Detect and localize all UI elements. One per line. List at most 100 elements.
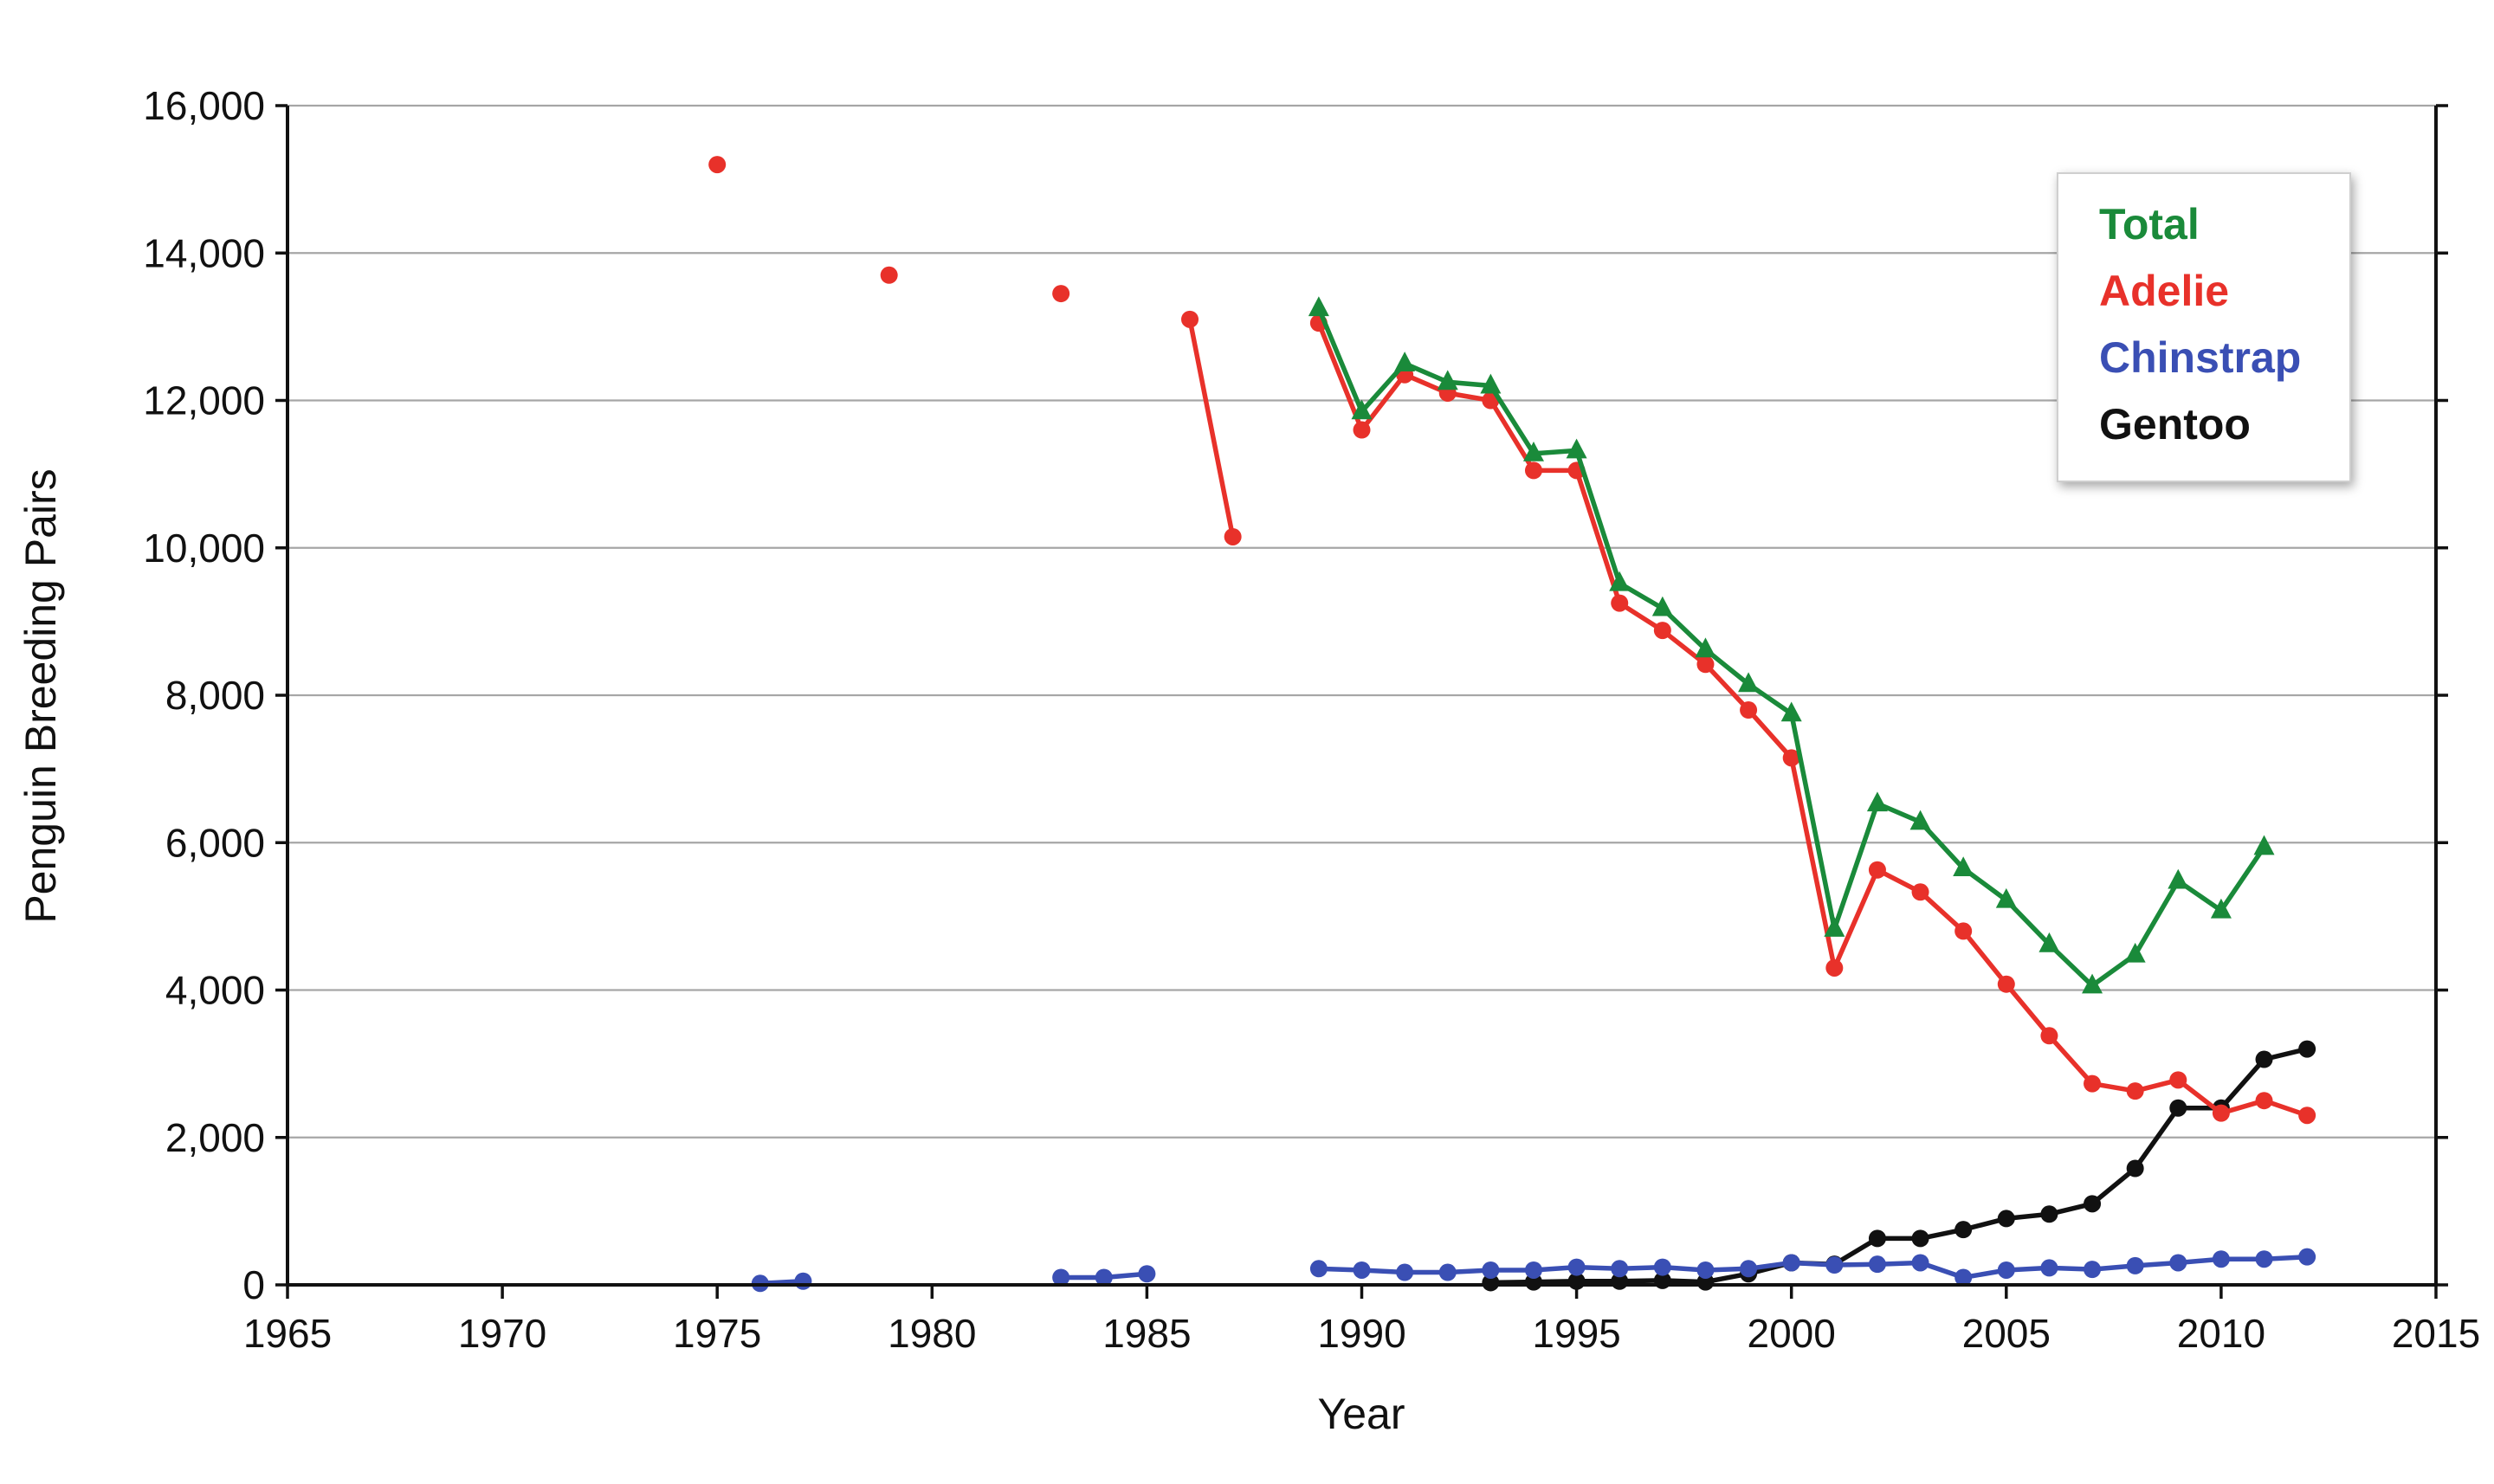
x-tick-label: 1975 bbox=[673, 1311, 761, 1356]
legend-entry-total: Total bbox=[2099, 200, 2200, 248]
y-tick-label: 10,000 bbox=[143, 526, 265, 571]
total-point bbox=[2168, 868, 2189, 889]
x-tick-label: 2015 bbox=[2392, 1311, 2480, 1356]
y-tick-label: 4,000 bbox=[165, 968, 265, 1013]
adelie-point bbox=[2169, 1071, 2187, 1089]
chinstrap-point bbox=[1611, 1260, 1629, 1278]
tick-labels: 0 2,000 4,000 6,000 8,000 10,000 12,000 14,000 1… bbox=[143, 83, 2480, 1356]
total-point bbox=[2253, 835, 2275, 855]
axes bbox=[275, 104, 2448, 1299]
gentoo-point bbox=[2084, 1195, 2102, 1213]
chinstrap-point bbox=[1396, 1263, 1414, 1281]
chinstrap-point bbox=[1825, 1256, 1844, 1274]
chinstrap-point bbox=[1782, 1254, 1800, 1272]
chinstrap-point bbox=[1438, 1263, 1457, 1281]
total-point bbox=[2082, 973, 2103, 994]
adelie-point bbox=[708, 156, 727, 174]
chinstrap-point bbox=[1567, 1258, 1586, 1276]
total-point bbox=[1394, 352, 1416, 371]
series-total bbox=[1308, 296, 2275, 994]
series-adelie bbox=[708, 156, 2316, 1125]
total-point bbox=[1522, 441, 1544, 461]
chinstrap-point bbox=[2040, 1259, 2058, 1277]
total-point bbox=[1995, 887, 2017, 908]
gentoo-point bbox=[2255, 1050, 2273, 1068]
y-tick-label: 16,000 bbox=[143, 83, 265, 128]
legend: Total Adelie Chinstrap Gentoo bbox=[2057, 172, 2351, 482]
x-tick-label: 2000 bbox=[1748, 1311, 1836, 1356]
x-tick-label: 1970 bbox=[458, 1311, 546, 1356]
chinstrap-point bbox=[2255, 1250, 2273, 1268]
x-tick-label: 2005 bbox=[1962, 1311, 2051, 1356]
legend-box bbox=[2057, 172, 2351, 482]
gentoo-point bbox=[2126, 1159, 2144, 1178]
chinstrap-point bbox=[1095, 1268, 1113, 1287]
chinstrap-point bbox=[1309, 1260, 1328, 1278]
x-tick-label: 2010 bbox=[2177, 1311, 2265, 1356]
y-tick-label: 8,000 bbox=[165, 673, 265, 718]
total-point bbox=[1437, 370, 1458, 390]
x-tick-label: 1985 bbox=[1102, 1311, 1191, 1356]
chinstrap-point bbox=[1911, 1254, 1929, 1272]
legend-items: Total Adelie Chinstrap Gentoo bbox=[2099, 200, 2301, 448]
series-chinstrap bbox=[751, 1248, 2316, 1293]
gentoo-point bbox=[1954, 1221, 1973, 1239]
gentoo-point bbox=[1868, 1229, 1886, 1248]
x-tick-label: 1980 bbox=[888, 1311, 976, 1356]
chinstrap-line bbox=[1316, 1254, 2310, 1281]
total-point bbox=[2210, 898, 2232, 919]
adelie-point bbox=[880, 266, 898, 284]
x-axis-title: Year bbox=[1317, 1390, 1405, 1438]
y-tick-label: 14,000 bbox=[143, 230, 265, 275]
gentoo-point bbox=[1997, 1210, 2015, 1228]
chinstrap-point bbox=[1524, 1261, 1542, 1279]
adelie-point bbox=[1696, 655, 1715, 674]
adelie-point bbox=[2212, 1104, 2230, 1122]
chinstrap-point bbox=[1482, 1261, 1500, 1279]
gentoo-point bbox=[2169, 1099, 2187, 1117]
chinstrap-point bbox=[1740, 1260, 1758, 1278]
total-point bbox=[1609, 571, 1631, 591]
adelie-point bbox=[1224, 527, 1242, 545]
total-point bbox=[1780, 701, 1802, 722]
legend-entry-gentoo: Gentoo bbox=[2099, 400, 2251, 448]
adelie-point bbox=[1353, 421, 1371, 439]
chinstrap-point bbox=[794, 1272, 812, 1290]
chinstrap-point bbox=[1954, 1268, 1973, 1287]
adelie-point bbox=[2040, 1027, 2058, 1045]
total-point bbox=[1738, 672, 1760, 693]
total-point bbox=[1824, 917, 1845, 937]
total-point bbox=[1866, 791, 1888, 812]
series-gentoo bbox=[1482, 1040, 2316, 1292]
total-point bbox=[1566, 438, 1587, 459]
total-point bbox=[1480, 373, 1502, 394]
total-point bbox=[1308, 296, 1329, 317]
chinstrap-point bbox=[1353, 1261, 1371, 1279]
adelie-point bbox=[2084, 1074, 2102, 1093]
total-point bbox=[1695, 637, 1716, 658]
chinstrap-point bbox=[2212, 1250, 2230, 1268]
adelie-point bbox=[1524, 461, 1542, 480]
chinstrap-point bbox=[1138, 1265, 1156, 1283]
total-point bbox=[2038, 932, 2060, 952]
legend-entry-adelie: Adelie bbox=[2099, 267, 2229, 315]
x-tick-label: 1990 bbox=[1317, 1311, 1405, 1356]
legend-entry-chinstrap: Chinstrap bbox=[2099, 333, 2301, 382]
adelie-point bbox=[1611, 594, 1629, 612]
chinstrap-point bbox=[2298, 1248, 2316, 1266]
chinstrap-point bbox=[2126, 1256, 2144, 1274]
gentoo-point bbox=[2298, 1040, 2316, 1058]
total-point bbox=[1351, 399, 1373, 420]
adelie-point bbox=[1868, 861, 1886, 879]
plot-series bbox=[708, 156, 2316, 1293]
gentoo-point bbox=[1482, 1274, 1500, 1292]
gentoo-point bbox=[2040, 1205, 2058, 1223]
x-tick-label: 1995 bbox=[1532, 1311, 1620, 1356]
adelie-point bbox=[1782, 749, 1800, 767]
chinstrap-point bbox=[2169, 1254, 2187, 1272]
chinstrap-point bbox=[1653, 1258, 1671, 1276]
adelie-point bbox=[1825, 958, 1844, 977]
total-point bbox=[1909, 810, 1931, 830]
adelie-point bbox=[2298, 1107, 2316, 1125]
